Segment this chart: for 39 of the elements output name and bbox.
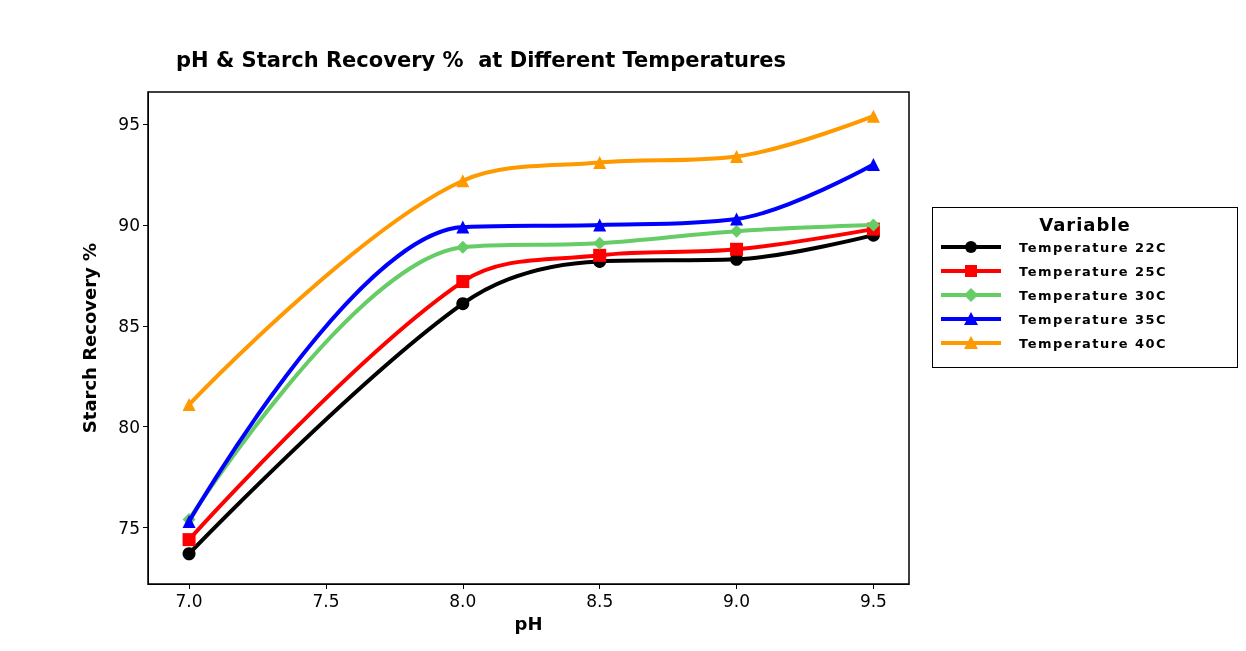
- point: [182, 398, 196, 412]
- point: [866, 158, 880, 172]
- legend-label: Temperature 35C: [1019, 311, 1168, 327]
- chart-title: pH & Starch Recovery % at Different Temperatures: [176, 47, 787, 72]
- legend-label: Temperature 40C: [1019, 335, 1168, 351]
- y-tick-label: 85: [118, 315, 140, 336]
- point: [456, 220, 470, 234]
- legend-label: Temperature 22C: [1019, 239, 1168, 255]
- x-axis-title: pH: [514, 612, 543, 634]
- legend-label: Temperature 25C: [1019, 263, 1168, 279]
- y-tick-label: 80: [118, 416, 140, 437]
- legend-title: Variable: [1038, 214, 1132, 235]
- x-tick-label: 8.5: [586, 590, 614, 611]
- x-tick-label: 9.0: [723, 590, 751, 611]
- point: [866, 109, 880, 123]
- y-tick-label: 95: [118, 114, 140, 135]
- point: [730, 212, 744, 226]
- point: [730, 242, 744, 256]
- point: [182, 547, 196, 561]
- point: [456, 240, 470, 254]
- point: [593, 248, 607, 262]
- point: [593, 218, 607, 232]
- point: [456, 174, 470, 188]
- x-tick-label: 7.5: [312, 590, 340, 611]
- y-tick-label: 75: [118, 517, 140, 538]
- point: [730, 224, 744, 238]
- point: [730, 150, 744, 164]
- point: [866, 218, 880, 232]
- point: [456, 297, 470, 311]
- legend-label: Temperature 30C: [1019, 287, 1168, 303]
- point: [456, 275, 470, 289]
- point: [593, 156, 607, 170]
- x-tick-label: 9.5: [859, 590, 887, 611]
- y-tick-label: 90: [118, 215, 140, 236]
- point: [593, 236, 607, 250]
- point: [182, 533, 196, 547]
- y-axis-title: Starch Recovery %: [78, 242, 100, 434]
- x-tick-label: 7.0: [175, 590, 203, 611]
- x-tick-label: 8.0: [449, 590, 477, 611]
